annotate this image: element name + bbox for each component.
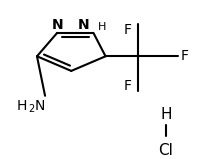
Text: H: H	[159, 107, 171, 122]
Text: N: N	[77, 18, 89, 32]
Text: N: N	[35, 99, 45, 113]
Text: H: H	[97, 22, 105, 32]
Text: Cl: Cl	[158, 143, 173, 158]
Text: 2: 2	[28, 104, 34, 114]
Text: F: F	[123, 23, 131, 37]
Text: N: N	[51, 18, 63, 32]
Text: H: H	[17, 99, 27, 113]
Text: F: F	[179, 49, 187, 63]
Text: F: F	[123, 79, 131, 93]
